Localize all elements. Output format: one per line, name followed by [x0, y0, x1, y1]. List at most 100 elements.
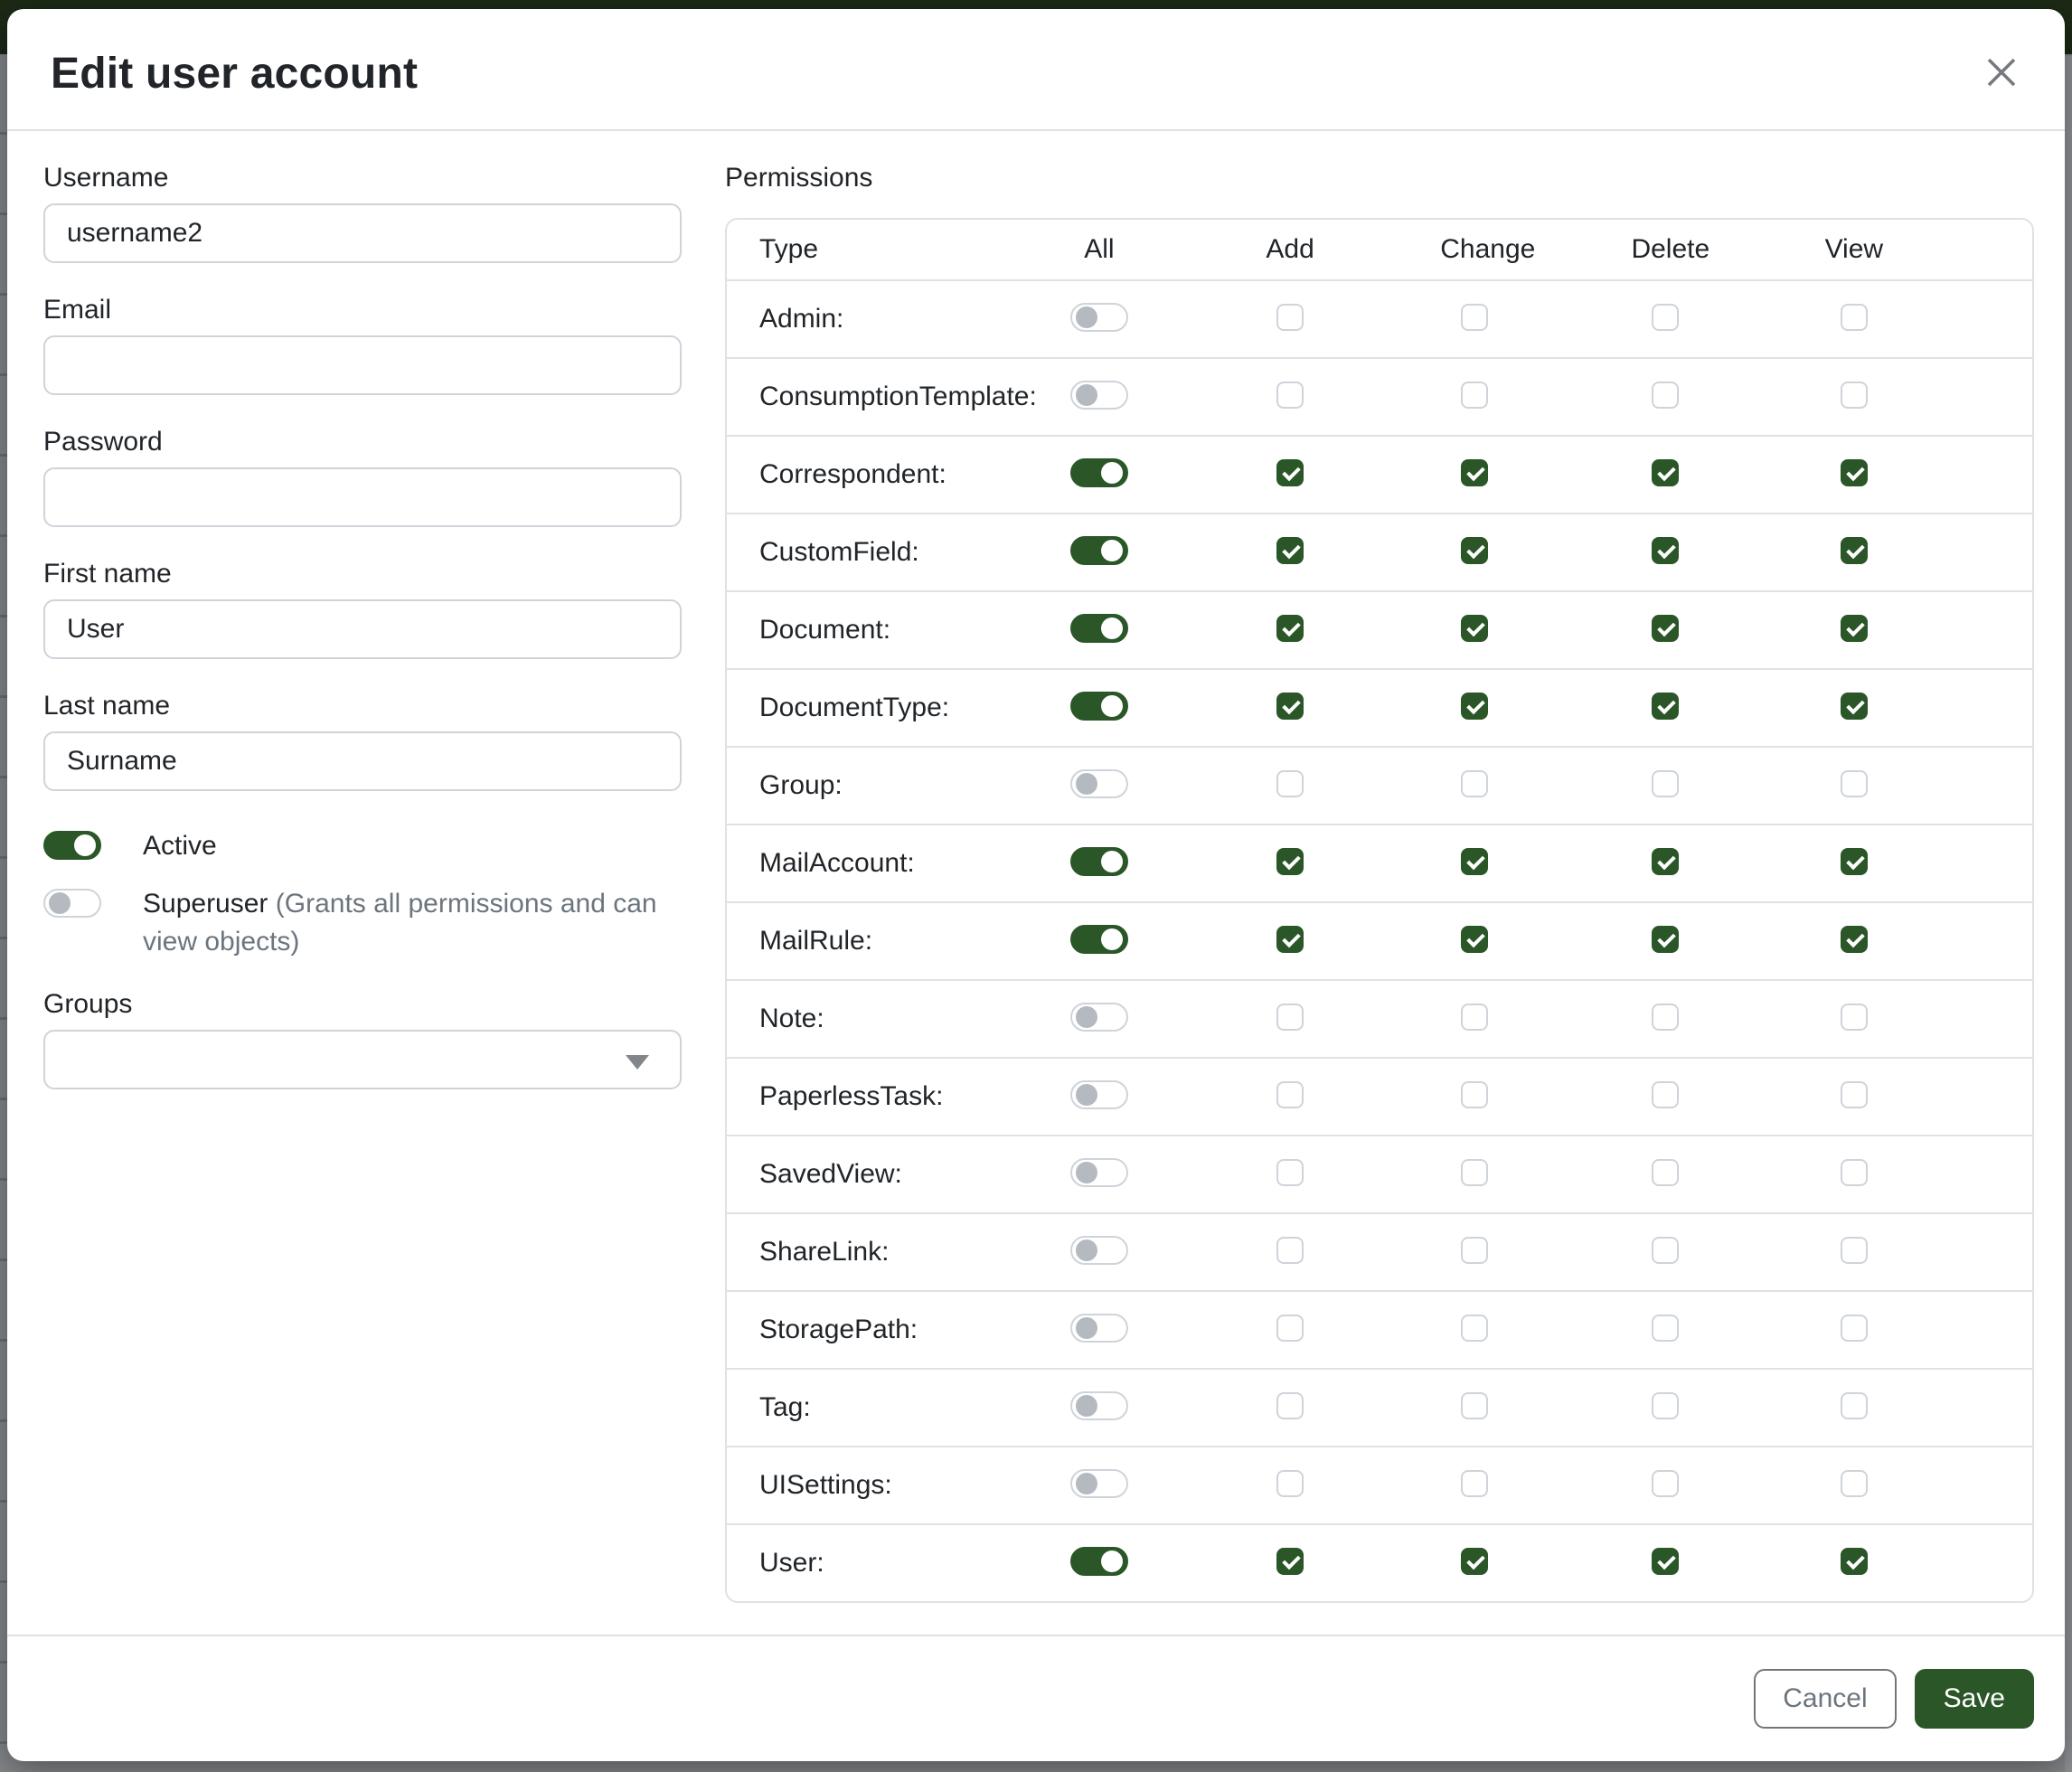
permission-change-checkbox[interactable] — [1461, 614, 1489, 642]
save-button[interactable]: Save — [1914, 1669, 2034, 1729]
permission-delete-checkbox[interactable] — [1652, 1158, 1680, 1186]
permission-delete-checkbox[interactable] — [1652, 1391, 1680, 1419]
permission-change-checkbox[interactable] — [1461, 925, 1489, 953]
permission-delete-checkbox[interactable] — [1652, 847, 1680, 875]
permission-add-checkbox[interactable] — [1276, 1314, 1304, 1342]
permission-all-toggle[interactable] — [1069, 846, 1128, 876]
permission-change-checkbox[interactable] — [1461, 1158, 1489, 1186]
permission-all-toggle[interactable] — [1069, 457, 1128, 487]
permission-view-checkbox[interactable] — [1840, 458, 1868, 486]
permission-all-toggle[interactable] — [1069, 1079, 1128, 1109]
permission-add-checkbox[interactable] — [1276, 692, 1304, 720]
permission-add-checkbox[interactable] — [1276, 1236, 1304, 1264]
permission-add-checkbox[interactable] — [1276, 1158, 1304, 1186]
permission-view-checkbox[interactable] — [1840, 1003, 1868, 1031]
permission-view-checkbox[interactable] — [1840, 1080, 1868, 1108]
close-button[interactable] — [1974, 47, 2029, 101]
permission-view-checkbox[interactable] — [1840, 303, 1868, 331]
permission-all-toggle[interactable] — [1069, 380, 1128, 410]
permission-delete-checkbox[interactable] — [1652, 1547, 1680, 1575]
permission-add-checkbox[interactable] — [1276, 614, 1304, 642]
permission-all-toggle[interactable] — [1069, 1546, 1128, 1576]
permission-delete-checkbox[interactable] — [1652, 692, 1680, 720]
permission-all-toggle[interactable] — [1069, 302, 1128, 332]
cancel-button[interactable]: Cancel — [1754, 1669, 1897, 1729]
permission-add-checkbox[interactable] — [1276, 1391, 1304, 1419]
active-toggle[interactable] — [43, 831, 101, 860]
page-scrollbar[interactable] — [2065, 56, 2072, 1772]
permission-delete-checkbox[interactable] — [1652, 536, 1680, 564]
password-input[interactable] — [43, 467, 682, 527]
permission-add-checkbox[interactable] — [1276, 1469, 1304, 1497]
permission-add-checkbox[interactable] — [1276, 1003, 1304, 1031]
groups-select[interactable] — [43, 1030, 682, 1089]
permission-add-checkbox[interactable] — [1276, 1547, 1304, 1575]
permission-add-checkbox[interactable] — [1276, 458, 1304, 486]
permission-all-toggle[interactable] — [1069, 1235, 1128, 1265]
permission-change-checkbox[interactable] — [1461, 847, 1489, 875]
permission-view-checkbox[interactable] — [1840, 847, 1868, 875]
permission-view-checkbox[interactable] — [1840, 1547, 1868, 1575]
permission-change-checkbox[interactable] — [1461, 769, 1489, 797]
permission-delete-checkbox[interactable] — [1652, 1003, 1680, 1031]
permission-all-toggle[interactable] — [1069, 613, 1128, 643]
permission-view-checkbox[interactable] — [1840, 614, 1868, 642]
permission-add-checkbox[interactable] — [1276, 1080, 1304, 1108]
permission-change-checkbox[interactable] — [1461, 1314, 1489, 1342]
permission-delete-checkbox[interactable] — [1652, 1469, 1680, 1497]
permission-delete-checkbox[interactable] — [1652, 458, 1680, 486]
permission-change-checkbox[interactable] — [1461, 1547, 1489, 1575]
permission-delete-checkbox[interactable] — [1652, 925, 1680, 953]
email-input[interactable] — [43, 335, 682, 395]
permission-all-toggle[interactable] — [1069, 1390, 1128, 1420]
permission-delete-checkbox[interactable] — [1652, 303, 1680, 331]
permission-view-checkbox[interactable] — [1840, 1158, 1868, 1186]
permission-add-checkbox[interactable] — [1276, 303, 1304, 331]
permission-all-toggle[interactable] — [1069, 691, 1128, 721]
permissions-label: Permissions — [725, 163, 873, 193]
permission-delete-checkbox[interactable] — [1652, 769, 1680, 797]
permission-view-checkbox[interactable] — [1840, 1236, 1868, 1264]
permission-delete-checkbox[interactable] — [1652, 1314, 1680, 1342]
permission-add-checkbox[interactable] — [1276, 847, 1304, 875]
permission-view-checkbox[interactable] — [1840, 1314, 1868, 1342]
permission-change-checkbox[interactable] — [1461, 458, 1489, 486]
permission-view-checkbox[interactable] — [1840, 536, 1868, 564]
first-name-input[interactable] — [43, 599, 682, 659]
permission-change-checkbox[interactable] — [1461, 1391, 1489, 1419]
permission-add-checkbox[interactable] — [1276, 925, 1304, 953]
permission-delete-checkbox[interactable] — [1652, 381, 1680, 409]
username-input[interactable] — [43, 203, 682, 263]
permission-add-checkbox[interactable] — [1276, 381, 1304, 409]
permission-change-checkbox[interactable] — [1461, 1080, 1489, 1108]
permission-all-toggle[interactable] — [1069, 768, 1128, 798]
permission-view-checkbox[interactable] — [1840, 692, 1868, 720]
permission-add-checkbox[interactable] — [1276, 536, 1304, 564]
permission-change-checkbox[interactable] — [1461, 1236, 1489, 1264]
permission-view-checkbox[interactable] — [1840, 1469, 1868, 1497]
permission-change-checkbox[interactable] — [1461, 381, 1489, 409]
permission-all-toggle[interactable] — [1069, 924, 1128, 954]
permission-all-toggle[interactable] — [1069, 1002, 1128, 1032]
permission-change-checkbox[interactable] — [1461, 692, 1489, 720]
permission-delete-checkbox[interactable] — [1652, 1080, 1680, 1108]
permission-view-checkbox[interactable] — [1840, 925, 1868, 953]
column-header-add: Add — [1266, 234, 1314, 264]
permission-add-checkbox[interactable] — [1276, 769, 1304, 797]
permission-view-checkbox[interactable] — [1840, 769, 1868, 797]
permission-all-toggle[interactable] — [1069, 1157, 1128, 1187]
permission-change-checkbox[interactable] — [1461, 1469, 1489, 1497]
permission-change-checkbox[interactable] — [1461, 536, 1489, 564]
permission-all-toggle[interactable] — [1069, 535, 1128, 565]
permission-delete-checkbox[interactable] — [1652, 1236, 1680, 1264]
permission-all-toggle[interactable] — [1069, 1313, 1128, 1343]
last-name-input[interactable] — [43, 731, 682, 791]
permission-change-checkbox[interactable] — [1461, 303, 1489, 331]
permission-change-checkbox[interactable] — [1461, 1003, 1489, 1031]
permission-delete-checkbox[interactable] — [1652, 614, 1680, 642]
permission-view-checkbox[interactable] — [1840, 381, 1868, 409]
superuser-toggle[interactable] — [43, 889, 101, 918]
permission-all-toggle[interactable] — [1069, 1468, 1128, 1498]
permission-view-checkbox[interactable] — [1840, 1391, 1868, 1419]
permission-type-label: ShareLink: — [759, 1237, 890, 1267]
